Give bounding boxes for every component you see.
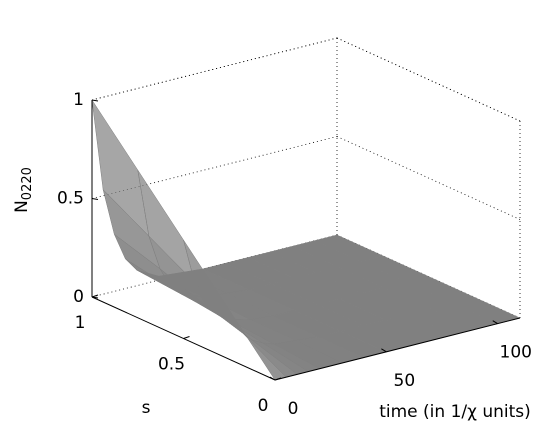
x-tick	[269, 376, 276, 381]
y-tick-label: 0.5	[158, 355, 185, 375]
z-tick	[91, 198, 99, 200]
x-tick-label: 50	[394, 371, 416, 391]
box-edge	[91, 37, 338, 101]
z-tick-label: 0	[73, 287, 84, 307]
y-tick	[183, 336, 190, 339]
x-tick	[492, 320, 498, 325]
y-tick	[274, 377, 282, 381]
grid-line	[336, 136, 521, 220]
z-tick-label: 1	[73, 90, 84, 110]
x-axis	[274, 317, 521, 381]
grid-line	[91, 37, 338, 101]
y-tick	[91, 294, 99, 298]
x-tick-label: 0	[288, 399, 299, 419]
z-axis-label: N0220	[12, 167, 35, 213]
x-axis-label: time (in 1/χ units)	[379, 402, 531, 422]
y-tick-label: 0	[258, 396, 269, 416]
z-axis-label-main: N	[12, 200, 32, 213]
z-axis-label-sub: 0220	[20, 167, 35, 200]
z-tick	[91, 99, 99, 102]
z-tick-label: 0.5	[57, 189, 84, 209]
y-tick-label: 1	[75, 313, 86, 333]
x-tick	[381, 348, 387, 353]
y-axis-label: s	[142, 398, 151, 418]
x-tick-label: 100	[500, 343, 532, 363]
box-edge	[336, 37, 521, 122]
